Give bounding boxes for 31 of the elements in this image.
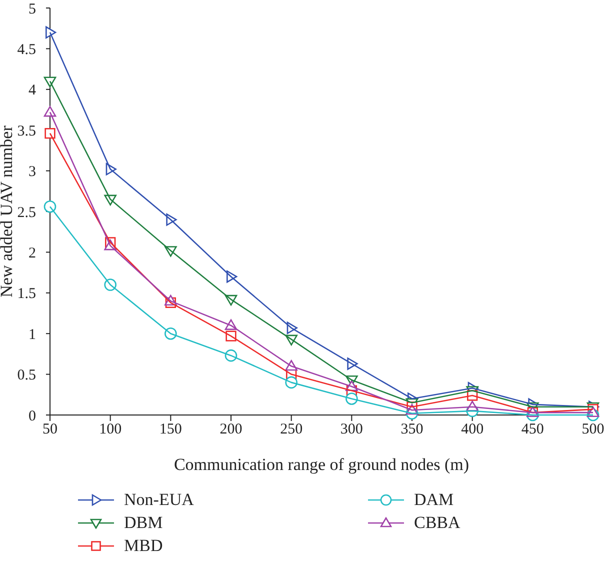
x-tick-label: 350: [400, 422, 424, 438]
x-tick-label: 450: [521, 422, 544, 438]
y-tick-label: 3.5: [17, 123, 36, 140]
x-tick-label: 250: [280, 422, 303, 438]
legend-label: DAM: [414, 490, 454, 510]
y-tick-label: 4: [28, 82, 36, 99]
x-tick-label: 500: [582, 422, 604, 438]
y-tick-label: 2: [28, 246, 36, 262]
y-tick-label: 2.5: [17, 204, 36, 221]
y-tick-label: 0.5: [17, 368, 36, 384]
x-tick-label: 150: [159, 422, 182, 438]
point: [46, 26, 56, 39]
legend-label: Non-EUA: [124, 490, 194, 510]
x-tick-label: 50: [42, 422, 58, 438]
x-tick-label: 400: [461, 422, 484, 438]
x-tick-label: 300: [340, 422, 363, 438]
legend-label: CBBA: [414, 512, 460, 532]
legend-label: MBD: [124, 536, 163, 556]
point: [44, 128, 56, 139]
y-axis-title: New added UAV number: [0, 125, 16, 298]
y-tick-label: 3: [28, 164, 36, 180]
y-tick-label: 4.5: [17, 42, 36, 58]
x-tick-label: 200: [220, 422, 242, 438]
y-tick-label: 1: [28, 326, 36, 343]
x-axis-title: Communication range of ground nodes (m): [174, 455, 470, 474]
y-tick-label: 5: [28, 1, 36, 18]
y-tick-label: 1.5: [17, 286, 36, 302]
legend-label: DBM: [124, 512, 163, 532]
y-tick-label: 0: [28, 408, 36, 424]
x-tick-label: 100: [99, 422, 122, 438]
point: [44, 200, 56, 213]
